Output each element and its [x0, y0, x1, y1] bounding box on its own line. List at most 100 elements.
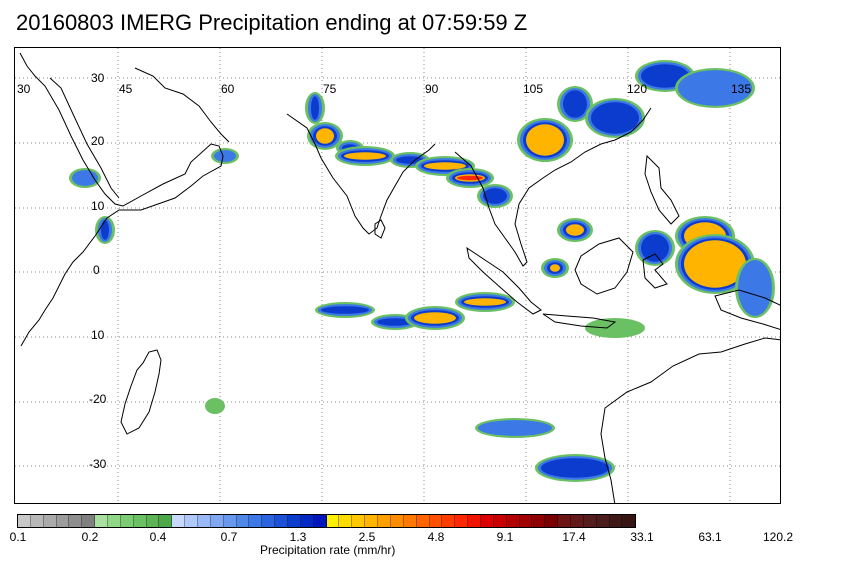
colorbar-swatch — [545, 515, 559, 527]
colorbar-swatch — [429, 515, 443, 527]
precip-cell — [457, 175, 483, 181]
precip-cell — [464, 298, 506, 306]
colorbar-tick-label: 120.2 — [762, 530, 794, 544]
colorbar-swatch — [403, 515, 417, 527]
colorbar-swatch — [326, 515, 340, 527]
lon-label-45: 45 — [119, 82, 133, 96]
precip-cell — [738, 260, 772, 316]
colorbar-swatch — [570, 515, 584, 527]
colorbar-swatch — [30, 515, 44, 527]
coastline-africa — [19, 52, 224, 347]
colorbar-tick-label: 63.1 — [698, 530, 722, 544]
precip-cell — [424, 162, 466, 170]
colorbar-tick-label: 0.7 — [220, 530, 238, 544]
coastline-java — [542, 313, 617, 329]
colorbar-tick-label: 0.4 — [149, 530, 167, 544]
coastline-borneo — [574, 237, 634, 295]
precip-cell — [344, 152, 386, 160]
precip-cell — [483, 188, 507, 204]
precip-cell — [550, 264, 560, 272]
precip-cell — [321, 306, 369, 314]
precip-cell — [566, 224, 584, 236]
lon-label-60: 60 — [221, 82, 235, 96]
colorbar-tick-label: 33.1 — [630, 530, 654, 544]
colorbar-swatch — [146, 515, 160, 527]
colorbar-tick-label: 0.1 — [9, 530, 27, 544]
precip-cell — [101, 220, 109, 240]
map-title: 20160803 IMERG Precipitation ending at 0… — [16, 10, 528, 35]
coastline-sulawesi — [642, 253, 668, 289]
colorbar-swatch — [210, 515, 224, 527]
colorbar-tick-label: 17.4 — [562, 530, 586, 544]
lon-label-90: 90 — [425, 82, 439, 96]
lat-label-30s: -30 — [89, 457, 107, 471]
colorbar-swatch — [493, 515, 507, 527]
precip-cell — [316, 128, 334, 144]
lat-label-20s: -20 — [89, 392, 107, 406]
precip-cell — [541, 458, 609, 478]
colorbar-swatch — [442, 515, 456, 527]
lat-label-20n: 20 — [91, 134, 105, 148]
coastline-sumatra — [466, 246, 542, 315]
colorbar-swatch — [378, 515, 391, 527]
colorbar-swatch — [69, 515, 83, 527]
colorbar-swatch — [352, 515, 366, 527]
coastline-sri-lanka — [374, 219, 386, 239]
precip-cell — [684, 240, 746, 288]
lon-label-120: 120 — [627, 82, 648, 96]
colorbar-swatch — [300, 515, 314, 527]
colorbar-swatch — [108, 515, 121, 527]
lon-label-30: 30 — [17, 82, 31, 96]
colorbar-swatch — [185, 515, 199, 527]
lon-label-135: 135 — [731, 82, 752, 96]
colorbar-swatch — [583, 515, 597, 527]
precip-cell — [478, 420, 552, 436]
colorbar-swatch — [532, 515, 546, 527]
lat-label-0: 0 — [93, 263, 100, 277]
colorbar-swatch — [18, 515, 31, 527]
lon-label-75: 75 — [323, 82, 337, 96]
precip-cell — [641, 234, 669, 262]
colorbar-swatch — [339, 515, 353, 527]
coastline-new-guinea — [714, 289, 780, 330]
colorbar-swatch — [313, 515, 327, 527]
colorbar-swatch — [95, 515, 109, 527]
coastline-madagascar — [120, 349, 162, 435]
precip-cell — [526, 124, 564, 156]
colorbar-swatch — [558, 515, 571, 527]
map-canvas — [15, 48, 780, 503]
colorbar-swatch — [506, 515, 520, 527]
colorbar-swatch — [365, 515, 379, 527]
precip-cell — [205, 398, 225, 414]
coastline-indochina — [454, 107, 652, 267]
colorbar-swatch — [275, 515, 289, 527]
precip-cell — [585, 318, 645, 338]
colorbar-swatch — [262, 515, 276, 527]
colorbar-swatch — [172, 515, 186, 527]
colorbar-swatch — [198, 515, 211, 527]
colorbar-swatch — [223, 515, 237, 527]
colorbar-swatch — [455, 515, 469, 527]
coastline-red-sea — [49, 77, 120, 199]
colorbar-swatch — [480, 515, 494, 527]
precipitation-map: 30 45 60 75 90 105 120 135 30 20 10 0 10… — [14, 47, 781, 504]
graticule — [15, 48, 780, 503]
colorbar-swatch — [596, 515, 610, 527]
colorbar-swatch — [133, 515, 147, 527]
coastline-philippines — [644, 154, 680, 225]
colorbar-swatch — [609, 515, 623, 527]
coastline-india — [286, 113, 436, 235]
coastline-arabia — [134, 67, 230, 143]
precipitation-field — [69, 60, 775, 482]
precip-cell — [591, 102, 639, 134]
precip-cell — [377, 318, 413, 326]
lat-label-10s: 10 — [91, 328, 105, 342]
lat-label-10n: 10 — [91, 199, 105, 213]
lat-label-30n: 30 — [91, 71, 105, 85]
precip-cell — [414, 312, 456, 324]
colorbar-swatch — [468, 515, 481, 527]
colorbar-swatch — [390, 515, 404, 527]
colorbar-swatch — [43, 515, 57, 527]
colorbar-label: Precipitation rate (mm/hr) — [260, 543, 396, 557]
precip-cell — [678, 70, 752, 106]
